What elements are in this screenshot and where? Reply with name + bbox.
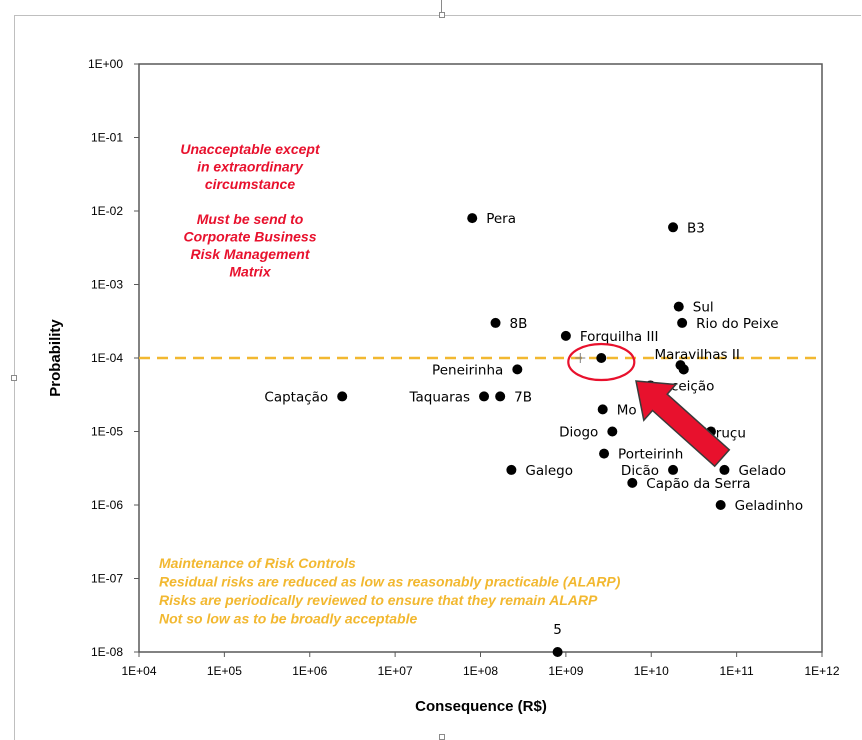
- highlight-circle: [567, 342, 636, 382]
- point-label: Maravilhas II: [654, 347, 739, 363]
- data-point: [597, 404, 608, 415]
- point-label: 8B: [510, 316, 528, 332]
- x-tick-label: 1E+05: [207, 664, 242, 678]
- red-annotation-line: Matrix: [229, 264, 271, 280]
- data-point: [719, 464, 730, 475]
- point-label: Mo: [617, 402, 637, 418]
- y-tick-label: 1E-07: [91, 572, 123, 586]
- highlight-arrow: [635, 380, 731, 468]
- annotation-layer: Unacceptable except in extraordinarycircu…: [159, 141, 731, 627]
- y-tick-label: 1E-08: [91, 645, 123, 659]
- data-point: [596, 353, 607, 363]
- yellow-annotation-line: Residual risks are reduced as low as rea…: [159, 574, 621, 590]
- yellow-annotation-line: Not so low as to be broadly acceptable: [159, 611, 417, 627]
- data-point: [506, 464, 517, 475]
- y-tick-label: 1E-05: [91, 425, 123, 439]
- data-point: [490, 317, 501, 328]
- y-tick-label: 1E-04: [91, 351, 123, 365]
- resize-handle-left[interactable]: [11, 375, 17, 381]
- data-point: [479, 391, 490, 402]
- point-label: Galego: [525, 463, 573, 479]
- point-label: Gelado: [738, 463, 786, 479]
- y-axis-ticks: 1E+00 1E-01 1E-02 1E-03 1E-04 1E-05 1E-06 1E-07…: [88, 57, 139, 659]
- x-tick-label: 1E+06: [292, 664, 327, 678]
- point-label: B3: [687, 220, 705, 236]
- data-point: [560, 330, 571, 341]
- data-point: [607, 426, 618, 437]
- point-label: 7B: [514, 389, 532, 405]
- point-label: Diogo: [559, 425, 598, 441]
- data-point: [495, 391, 506, 402]
- y-axis-title: Probability: [47, 319, 64, 397]
- red-annotation-line: circumstance: [205, 176, 295, 192]
- x-axis-title: Consequence (R$): [415, 698, 547, 715]
- data-point: [599, 448, 610, 459]
- yellow-annotation-line: Maintenance of Risk Controls: [159, 555, 356, 571]
- point-label: Geladinho: [735, 498, 803, 514]
- x-tick-label: 1E+12: [804, 664, 839, 678]
- data-point: [337, 391, 348, 402]
- y-tick-label: 1E-03: [91, 278, 123, 292]
- data-point: [467, 213, 478, 224]
- point-label: Sul: [693, 300, 714, 316]
- point-label: Peneirinha: [432, 362, 503, 378]
- data-point: [552, 647, 563, 657]
- y-tick-label: 1E-06: [91, 498, 123, 512]
- x-tick-label: 1E+09: [548, 664, 583, 678]
- y-tick-label: 1E+00: [88, 57, 123, 71]
- point-label: Capão da Serra: [646, 476, 750, 492]
- resize-handle-top[interactable]: [439, 12, 445, 18]
- x-tick-label: 1E+07: [378, 664, 413, 678]
- data-point: [673, 301, 684, 312]
- red-annotation-line: Unacceptable except: [180, 141, 321, 157]
- data-point: [677, 317, 688, 328]
- y-tick-label: 1E-02: [91, 204, 123, 218]
- red-annotation-line: in extraordinary: [197, 159, 304, 175]
- red-annotation-line: Corporate Business: [183, 229, 316, 245]
- data-point: [668, 222, 679, 233]
- y-tick-label: 1E-01: [91, 131, 123, 145]
- point-label: Taquaras: [408, 389, 470, 405]
- point-label: Dicão: [621, 463, 659, 479]
- x-tick-label: 1E+11: [720, 664, 754, 678]
- x-tick-label: 1E+10: [634, 664, 669, 678]
- point-label: Forquilha III: [580, 329, 659, 345]
- data-point: [668, 464, 679, 475]
- resize-handle-stem: [441, 0, 442, 12]
- x-tick-label: 1E+04: [121, 664, 156, 678]
- data-point: [678, 364, 689, 375]
- point-label: Rio do Peixe: [696, 316, 778, 332]
- data-point: [627, 477, 638, 488]
- point-label: Captação: [264, 389, 328, 405]
- red-annotation-line: Risk Management: [190, 246, 310, 262]
- data-point: [512, 364, 523, 375]
- x-tick-label: 1E+08: [463, 664, 498, 678]
- x-axis-ticks: 1E+04 1E+05 1E+06 1E+07 1E+08 1E+09 1E+10 1E+11…: [121, 652, 840, 678]
- yellow-annotation-line: Risks are periodically reviewed to ensur…: [159, 592, 598, 608]
- point-label: Porteirinh: [618, 447, 683, 463]
- point-label: Pera: [486, 211, 516, 227]
- data-point: [715, 500, 726, 510]
- point-label: 5: [553, 622, 562, 638]
- red-annotation-line: Must be send to: [197, 211, 304, 227]
